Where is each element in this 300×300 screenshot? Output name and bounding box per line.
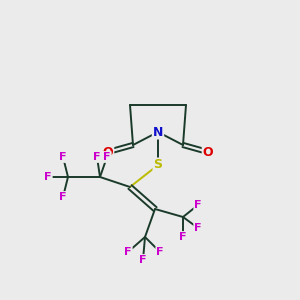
Text: F: F xyxy=(194,223,202,233)
Text: F: F xyxy=(93,152,101,162)
Text: O: O xyxy=(103,146,113,158)
Text: N: N xyxy=(153,125,163,139)
Text: S: S xyxy=(154,158,163,172)
Text: F: F xyxy=(59,152,67,162)
Text: F: F xyxy=(59,192,67,202)
Text: F: F xyxy=(124,247,132,257)
Text: F: F xyxy=(139,255,147,265)
Text: F: F xyxy=(103,152,111,162)
Text: F: F xyxy=(179,232,187,242)
Text: F: F xyxy=(156,247,164,257)
Text: O: O xyxy=(203,146,213,158)
Text: F: F xyxy=(194,200,202,210)
Text: F: F xyxy=(44,172,52,182)
